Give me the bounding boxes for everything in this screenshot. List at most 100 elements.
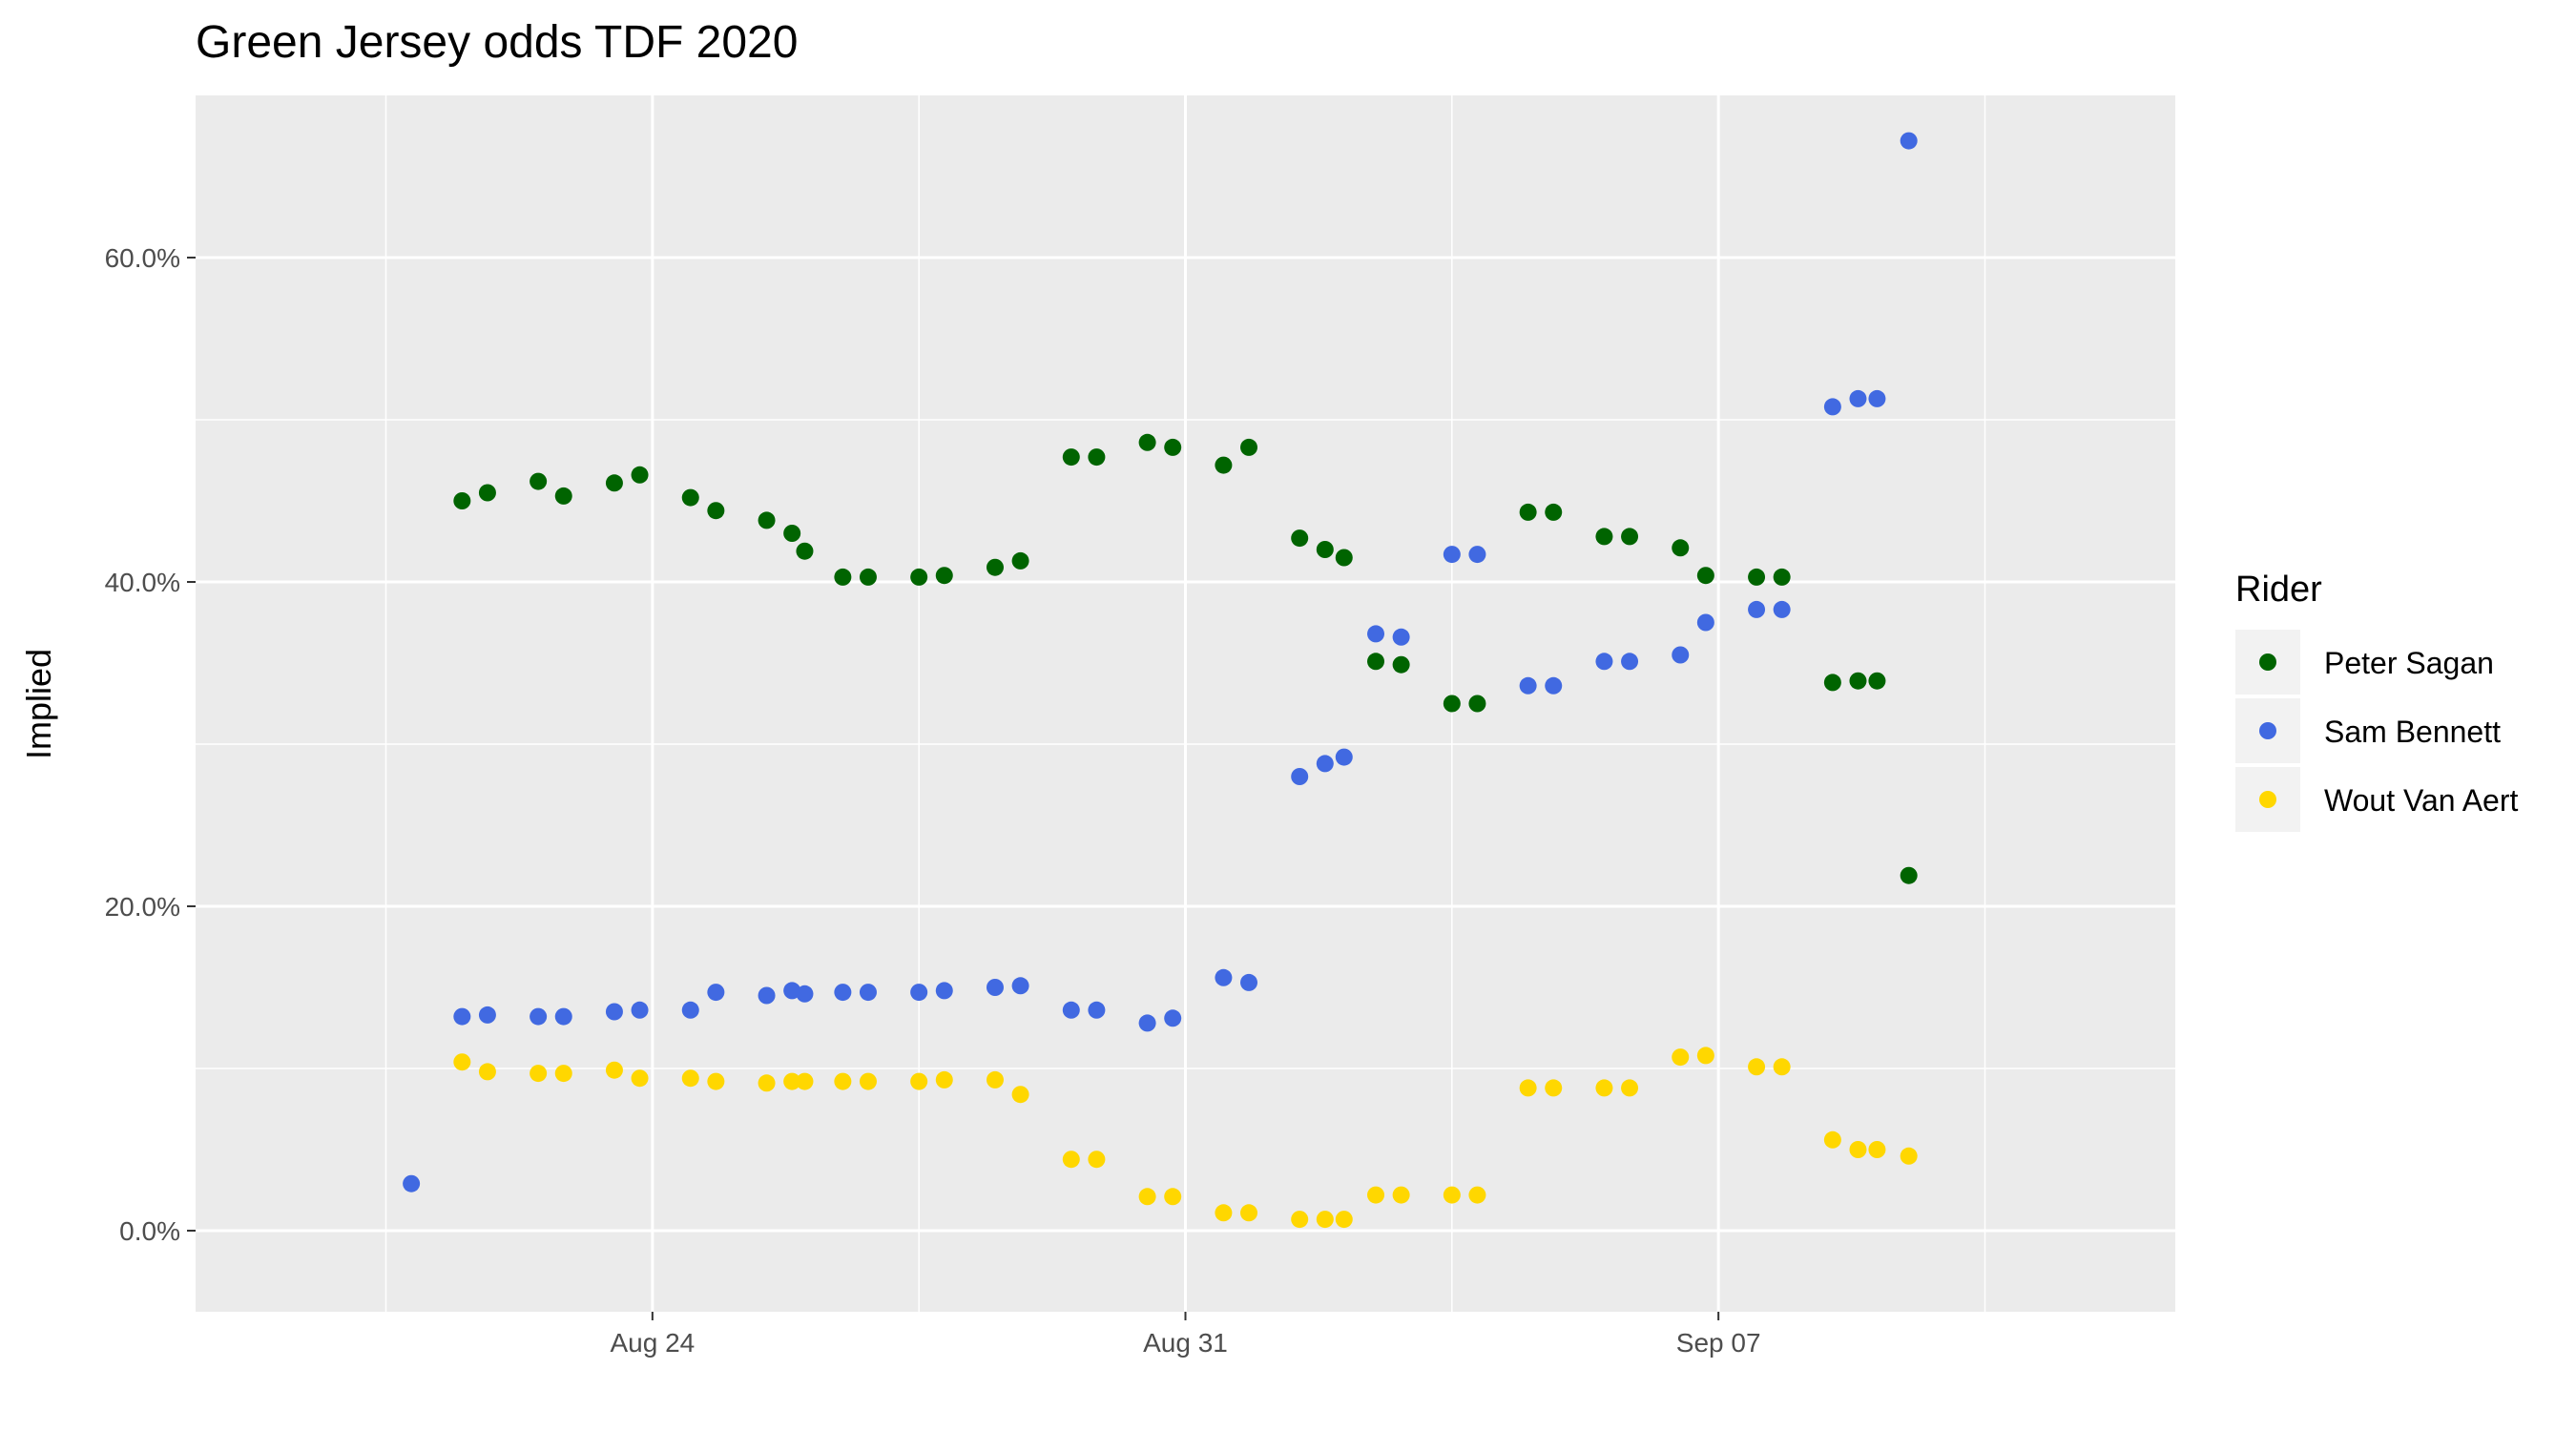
- point-wout-van-aert: [554, 1065, 572, 1083]
- point-peter-sagan: [935, 567, 953, 585]
- point-sam-bennett: [1545, 676, 1563, 695]
- point-wout-van-aert: [1291, 1211, 1309, 1229]
- point-peter-sagan: [1696, 567, 1714, 585]
- point-wout-van-aert: [478, 1063, 496, 1081]
- point-wout-van-aert: [1468, 1186, 1486, 1204]
- point-wout-van-aert: [1900, 1147, 1918, 1165]
- y-axis-ticks: 0.0% 20.0% 40.0% 60.0%: [105, 243, 196, 1246]
- point-peter-sagan: [1823, 674, 1841, 692]
- point-peter-sagan: [1367, 653, 1385, 671]
- point-peter-sagan: [1468, 695, 1486, 713]
- point-peter-sagan: [910, 568, 928, 586]
- point-peter-sagan: [1748, 568, 1766, 586]
- point-wout-van-aert: [1696, 1047, 1714, 1065]
- point-peter-sagan: [1088, 448, 1106, 467]
- legend-label-sam-bennett: Sam Bennett: [2324, 715, 2501, 749]
- x-tick-label: Aug 24: [610, 1328, 695, 1358]
- point-wout-van-aert: [1335, 1211, 1353, 1229]
- point-sam-bennett: [1011, 977, 1029, 995]
- point-peter-sagan: [631, 466, 649, 484]
- x-tick-label: Aug 31: [1143, 1328, 1228, 1358]
- point-sam-bennett: [935, 982, 953, 1000]
- point-sam-bennett: [1240, 973, 1258, 991]
- point-sam-bennett: [1519, 676, 1537, 695]
- point-peter-sagan: [1849, 672, 1867, 690]
- point-peter-sagan: [859, 568, 877, 586]
- point-wout-van-aert: [1138, 1188, 1156, 1206]
- point-sam-bennett: [605, 1003, 623, 1021]
- y-tick-label: 0.0%: [119, 1216, 180, 1246]
- point-wout-van-aert: [1164, 1188, 1182, 1206]
- point-peter-sagan: [1773, 568, 1791, 586]
- point-peter-sagan: [453, 492, 471, 509]
- point-sam-bennett: [1748, 600, 1766, 618]
- point-sam-bennett: [1215, 968, 1233, 986]
- point-sam-bennett: [1595, 653, 1613, 671]
- legend-title: Rider: [2235, 570, 2322, 610]
- point-wout-van-aert: [605, 1061, 623, 1079]
- point-sam-bennett: [1392, 628, 1410, 646]
- point-peter-sagan: [605, 474, 623, 492]
- point-sam-bennett: [681, 1001, 699, 1019]
- point-peter-sagan: [834, 568, 852, 586]
- point-sam-bennett: [1823, 398, 1841, 416]
- point-wout-van-aert: [631, 1069, 649, 1088]
- point-peter-sagan: [1545, 503, 1563, 521]
- point-sam-bennett: [453, 1007, 471, 1026]
- point-wout-van-aert: [910, 1072, 928, 1090]
- point-sam-bennett: [1443, 546, 1461, 564]
- point-sam-bennett: [530, 1007, 548, 1026]
- point-peter-sagan: [1215, 456, 1233, 474]
- point-sam-bennett: [758, 986, 776, 1005]
- legend-marker-wout-van-aert: [2259, 791, 2276, 808]
- point-sam-bennett: [986, 979, 1004, 996]
- point-sam-bennett: [1367, 625, 1385, 643]
- y-tick-label: 20.0%: [105, 892, 180, 922]
- point-peter-sagan: [1335, 549, 1353, 567]
- series-sam-bennett: [403, 132, 1918, 1192]
- point-wout-van-aert: [1519, 1079, 1537, 1097]
- point-wout-van-aert: [1088, 1151, 1106, 1169]
- point-peter-sagan: [1392, 655, 1410, 674]
- point-wout-van-aert: [1240, 1204, 1258, 1222]
- legend-marker-sam-bennett: [2259, 722, 2276, 739]
- point-wout-van-aert: [859, 1072, 877, 1090]
- point-wout-van-aert: [1595, 1079, 1613, 1097]
- point-wout-van-aert: [796, 1072, 814, 1090]
- point-sam-bennett: [796, 985, 814, 1003]
- point-sam-bennett: [631, 1001, 649, 1019]
- point-peter-sagan: [1316, 541, 1334, 558]
- x-axis-ticks: Aug 24 Aug 31 Sep 07: [610, 1312, 1761, 1358]
- point-sam-bennett: [1621, 653, 1639, 671]
- data-points: [403, 132, 1918, 1229]
- point-sam-bennett: [478, 1006, 496, 1024]
- point-wout-van-aert: [1443, 1186, 1461, 1204]
- point-sam-bennett: [1062, 1001, 1080, 1019]
- point-peter-sagan: [1291, 529, 1309, 548]
- legend-item-sam-bennett: Sam Bennett: [2235, 698, 2501, 763]
- point-wout-van-aert: [453, 1053, 471, 1071]
- point-sam-bennett: [403, 1174, 421, 1192]
- point-sam-bennett: [910, 984, 928, 1002]
- point-wout-van-aert: [935, 1070, 953, 1089]
- point-peter-sagan: [1164, 438, 1182, 456]
- major-gridlines: [196, 95, 2175, 1312]
- point-peter-sagan: [1672, 539, 1690, 557]
- point-peter-sagan: [1900, 866, 1918, 884]
- point-wout-van-aert: [1823, 1130, 1841, 1149]
- point-wout-van-aert: [1748, 1058, 1766, 1076]
- point-wout-van-aert: [1215, 1204, 1233, 1222]
- point-sam-bennett: [554, 1007, 572, 1026]
- point-peter-sagan: [1621, 528, 1639, 546]
- legend-item-peter-sagan: Peter Sagan: [2235, 630, 2494, 695]
- point-peter-sagan: [1011, 551, 1029, 570]
- point-wout-van-aert: [1773, 1058, 1791, 1076]
- point-sam-bennett: [1468, 546, 1486, 564]
- point-sam-bennett: [707, 984, 725, 1002]
- point-sam-bennett: [1696, 613, 1714, 632]
- point-peter-sagan: [530, 472, 548, 490]
- point-wout-van-aert: [1316, 1211, 1334, 1229]
- point-sam-bennett: [1316, 755, 1334, 773]
- point-peter-sagan: [1595, 528, 1613, 546]
